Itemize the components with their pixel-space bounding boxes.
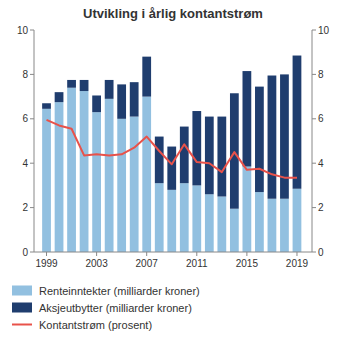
bar	[55, 92, 64, 102]
x-tick-label: 2015	[236, 258, 259, 269]
bar	[167, 147, 176, 190]
y2-tick-label: 10	[318, 25, 330, 36]
y2-tick-label: 6	[318, 113, 324, 124]
y-tick	[30, 74, 34, 75]
y2-tick	[312, 163, 316, 164]
bar	[167, 190, 176, 252]
y2-tick	[312, 74, 316, 75]
bar	[142, 97, 151, 252]
x-tick	[296, 252, 297, 256]
y-tick-label: 4	[22, 158, 28, 169]
y-tick-label: 0	[22, 247, 28, 258]
x-tick-label: 1999	[35, 258, 58, 269]
y2-tick-label: 8	[318, 69, 324, 80]
y2-tick	[312, 207, 316, 208]
y-tick-label: 10	[17, 25, 29, 36]
line	[47, 120, 297, 178]
x-tick	[246, 252, 247, 256]
bar	[155, 137, 164, 184]
legend-label: Kontantstrøm (prosent)	[39, 319, 152, 331]
title: Utvikling i årlig kontantstrøm	[83, 6, 263, 21]
bar	[180, 127, 189, 184]
bar	[80, 91, 89, 252]
bar	[92, 95, 101, 112]
y-tick	[30, 207, 34, 208]
x-tick-label: 2003	[85, 258, 108, 269]
bar	[293, 56, 302, 189]
bar	[217, 197, 226, 253]
y-tick-label: 6	[22, 113, 28, 124]
plot-marks	[42, 56, 301, 252]
y2-tick-label: 2	[318, 202, 324, 213]
bar	[92, 112, 101, 252]
bar	[42, 109, 51, 252]
bar	[117, 84, 126, 118]
x-tick-label: 2011	[186, 258, 208, 269]
y2-tick	[312, 30, 316, 31]
legend-swatch	[12, 286, 32, 296]
y2-tick	[312, 252, 316, 253]
y2-tick-label: 4	[318, 158, 324, 169]
y-tick	[30, 163, 34, 164]
chart: Utvikling i årlig kontantstrøm1999200320…	[0, 0, 346, 341]
x-axis-line	[34, 252, 312, 253]
y-tick-label: 2	[22, 202, 28, 213]
bar	[230, 93, 239, 208]
bar	[205, 194, 214, 252]
bar	[67, 88, 76, 252]
bar	[268, 199, 277, 252]
x-tick	[146, 252, 147, 256]
bar	[105, 99, 114, 252]
x-tick-label: 2007	[136, 258, 159, 269]
x-tick	[46, 252, 47, 256]
bar	[42, 103, 51, 109]
bar	[117, 119, 126, 252]
legend-label: Renteinntekter (milliarder kroner)	[39, 285, 200, 297]
y-axis-line	[34, 30, 35, 252]
legend-swatch	[12, 303, 32, 313]
legend-label: Aksjeutbytter (milliarder kroner)	[39, 302, 192, 314]
bar	[155, 183, 164, 252]
x-tick	[196, 252, 197, 256]
bar	[268, 76, 277, 199]
y2-axis-line	[312, 30, 313, 252]
bar	[243, 167, 252, 252]
bar	[67, 80, 76, 88]
bar	[280, 74, 289, 198]
bar	[255, 87, 264, 192]
legend: Renteinntekter (milliarder kroner) Aksjeu…	[12, 285, 200, 331]
bar	[243, 71, 252, 166]
bar	[205, 117, 214, 195]
y2-tick-label: 0	[318, 247, 324, 258]
bar	[80, 80, 89, 91]
x-tick-label: 2019	[286, 258, 309, 269]
bar	[217, 117, 226, 197]
y-tick	[30, 252, 34, 253]
bar	[293, 189, 302, 252]
y-tick-label: 8	[22, 69, 28, 80]
y2-tick	[312, 118, 316, 119]
bar	[180, 183, 189, 252]
y-tick	[30, 30, 34, 31]
bar	[130, 82, 139, 116]
bar	[255, 192, 264, 252]
bar	[230, 209, 239, 252]
bar	[280, 199, 289, 252]
y-tick	[30, 118, 34, 119]
bar	[105, 80, 114, 99]
bar	[130, 117, 139, 252]
bar	[192, 111, 201, 185]
legend-swatch	[12, 324, 32, 326]
bar	[192, 185, 201, 252]
bar	[142, 57, 151, 97]
x-tick	[96, 252, 97, 256]
